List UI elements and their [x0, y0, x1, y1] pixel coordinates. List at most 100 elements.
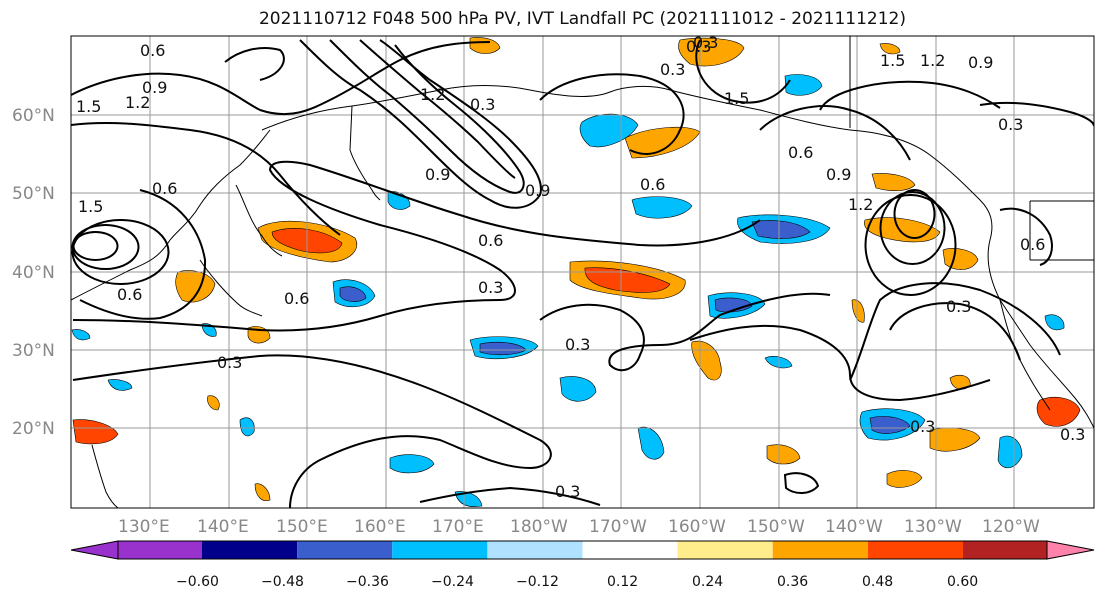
contour-label: 0.9 — [425, 165, 450, 184]
contour-label: 0.3 — [555, 482, 580, 501]
negative-anomaly-region — [784, 74, 823, 96]
positive-anomaly-region — [879, 43, 901, 55]
contour-label: 0.3 — [660, 60, 685, 79]
contour-label: 0.3 — [565, 335, 590, 354]
lon-label: 180°W — [510, 517, 568, 537]
contour-label: 0.9 — [525, 181, 550, 200]
contour-label: 1.2 — [125, 93, 150, 112]
pv-contour-line — [819, 80, 1001, 111]
positive-anomaly-region — [691, 340, 722, 381]
lon-label: 160°E — [354, 517, 406, 537]
contour-label: 1.5 — [78, 197, 103, 216]
pv-contour-line — [224, 47, 285, 81]
colorbar-cell — [963, 541, 1047, 559]
shading-layer — [71, 37, 1081, 507]
colorbar-tick-label: 0.36 — [777, 574, 808, 590]
contour-label: 0.6 — [140, 41, 165, 60]
contour-label: 1.2 — [848, 195, 873, 214]
contour-label: 0.9 — [968, 53, 993, 72]
contour-label: 0.6 — [640, 175, 665, 194]
contour-label: 0.6 — [478, 231, 503, 250]
pv-contour-line — [999, 207, 1053, 266]
pv-contour-line — [72, 160, 761, 332]
negative-anomaly-region — [579, 113, 639, 148]
pv-contour-line — [864, 194, 957, 296]
colorbar-cell — [582, 541, 678, 559]
pv-contour-line — [329, 39, 525, 194]
colorbar-cell — [867, 541, 963, 559]
colorbar-tick-label: −0.60 — [176, 574, 219, 590]
positive-anomaly-region — [584, 267, 671, 293]
contour-label: 0.3 — [946, 297, 971, 316]
negative-anomaly-region — [1044, 314, 1065, 331]
positive-anomaly-region — [886, 470, 923, 488]
negative-anomaly-region — [339, 286, 367, 302]
positive-anomaly-region — [254, 483, 271, 501]
negative-anomaly-region — [71, 329, 91, 341]
colorbar-tick-label: 0.48 — [862, 574, 893, 590]
colorbar-tick-label: −0.36 — [346, 574, 389, 590]
lat-label: 40°N — [12, 263, 55, 283]
colorbar-cell — [202, 541, 298, 559]
colorbar-cell — [392, 541, 488, 559]
negative-anomaly-region — [714, 297, 753, 313]
colorbar-cell — [677, 541, 773, 559]
contour-label: 0.3 — [1060, 425, 1085, 444]
lat-label: 20°N — [12, 419, 55, 439]
lon-label: 170°W — [589, 517, 647, 537]
contour-label: 1.5 — [76, 97, 101, 116]
negative-anomaly-region — [107, 379, 133, 391]
positive-anomaly-region — [72, 419, 119, 445]
pv-contour-line — [71, 121, 341, 236]
contour-label: 0.3 — [470, 95, 495, 114]
positive-anomaly-region — [1036, 397, 1081, 427]
pv-contour-line — [71, 224, 140, 270]
pv-contour-line — [359, 39, 516, 179]
lon-label: 150°E — [276, 517, 328, 537]
pv-contour-line — [539, 292, 831, 372]
contour-label: 0.3 — [693, 33, 718, 52]
negative-anomaly-region — [559, 376, 597, 402]
colorbar-tick-label: −0.12 — [516, 574, 559, 590]
colorbar-tick-label: 0.24 — [692, 574, 723, 590]
pv-contour-line — [849, 282, 1061, 381]
lon-label: 120°W — [982, 517, 1040, 537]
lat-label: 30°N — [12, 341, 55, 361]
contour-label: 0.3 — [910, 417, 935, 436]
contour-label: 0.6 — [152, 179, 177, 198]
contour-label: 0.6 — [284, 289, 309, 308]
pv-contour-line — [879, 191, 946, 265]
pv-contour-line — [889, 302, 1021, 361]
negative-anomaly-region — [631, 196, 693, 219]
contour-label: 0.6 — [1020, 235, 1045, 254]
pv-contour-line — [79, 189, 207, 320]
latitude-labels: 60°N 50°N 40°N 30°N 20°N — [12, 106, 55, 439]
colorbar: −0.60 −0.48 −0.36 −0.24 −0.12 0.12 0.24 … — [70, 540, 1095, 590]
positive-anomaly-region — [207, 395, 220, 411]
colorbar-cell — [118, 541, 202, 559]
contour-label: 0.3 — [217, 353, 242, 372]
pv-contour-line — [759, 105, 911, 161]
contour-label: 0.3 — [998, 115, 1023, 134]
pv-contour-line — [689, 324, 991, 402]
colorbar-cells — [117, 540, 1048, 560]
colorbar-tick-label: −0.24 — [431, 574, 474, 590]
colorbar-extend-low — [70, 540, 119, 560]
pv-contour-line — [419, 486, 601, 506]
pv-contour-line — [539, 73, 685, 155]
negative-anomaly-region — [751, 220, 811, 239]
pv-contour-line — [71, 41, 491, 116]
contour-label: 0.6 — [788, 143, 813, 162]
contour-label: 1.2 — [920, 51, 945, 70]
longitude-labels: 130°E 140°E 150°E 160°E 170°E 180°W 170°… — [118, 517, 1040, 537]
colorbar-tick-labels: −0.60 −0.48 −0.36 −0.24 −0.12 0.12 0.24 … — [176, 574, 978, 590]
negative-anomaly-region — [239, 417, 255, 437]
contour-labels: 0.6 0.3 1.5 1.2 0.9 1.5 0.3 0.6 0.9 1.2 … — [76, 33, 1085, 501]
pv-contour-line — [979, 101, 1094, 127]
contour-label: 1.5 — [880, 51, 905, 70]
colorbar-cell — [487, 541, 583, 559]
colorbar-tick-label: 0.12 — [607, 574, 638, 590]
lon-label: 140°E — [197, 517, 249, 537]
pv-contour-line — [893, 189, 936, 239]
